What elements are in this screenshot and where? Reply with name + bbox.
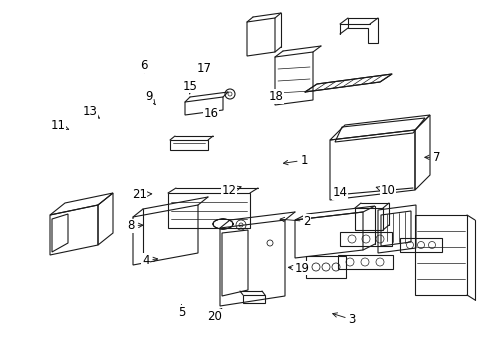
Text: 11: 11 <box>50 119 68 132</box>
Text: 12: 12 <box>221 184 241 197</box>
Text: 1: 1 <box>283 154 307 167</box>
Text: 16: 16 <box>203 107 218 120</box>
Text: 2: 2 <box>280 215 310 228</box>
Text: 6: 6 <box>140 59 148 73</box>
Text: 18: 18 <box>268 90 283 103</box>
Text: 7: 7 <box>424 151 440 164</box>
Text: 8: 8 <box>127 219 142 232</box>
Text: 15: 15 <box>182 80 197 94</box>
Text: 10: 10 <box>375 184 394 197</box>
Text: 3: 3 <box>332 313 355 326</box>
Text: 19: 19 <box>288 262 309 275</box>
Text: 21: 21 <box>132 188 151 201</box>
Text: 17: 17 <box>197 62 211 75</box>
Text: 9: 9 <box>145 90 155 105</box>
Text: 5: 5 <box>177 305 185 319</box>
Text: 14: 14 <box>332 186 346 199</box>
Text: 20: 20 <box>206 309 222 323</box>
Text: 13: 13 <box>83 105 99 118</box>
Text: 4: 4 <box>142 254 157 267</box>
